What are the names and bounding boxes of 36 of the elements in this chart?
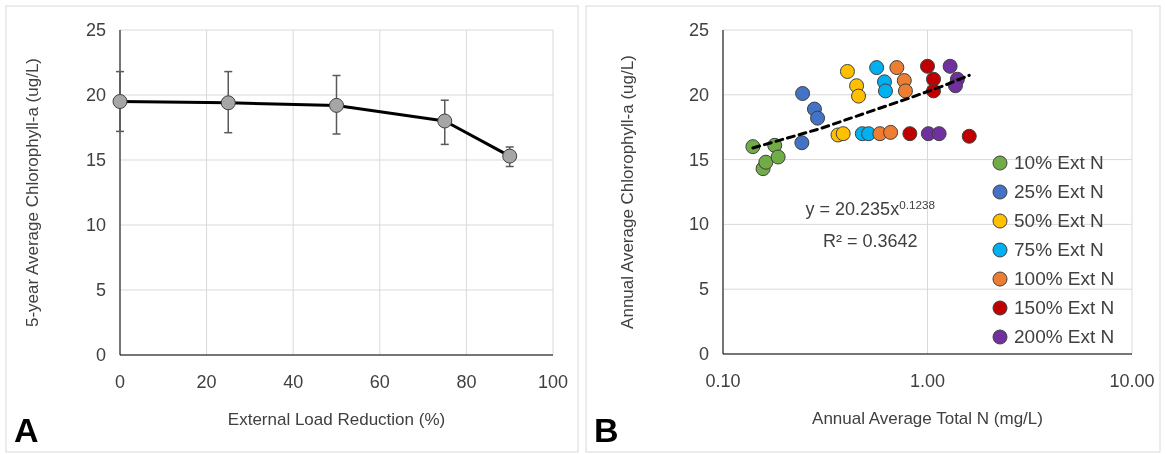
legend-label: 50% Ext N [1014,210,1104,231]
legend-label: 200% Ext N [1014,326,1115,347]
legend-label: 10% Ext N [1014,152,1104,173]
legend-label: 25% Ext N [1014,181,1104,202]
x-tick-label: 80 [456,372,477,392]
y-axis-title: 5-year Average Chlorophyll-a (ug/L) [23,58,42,327]
annotation: y = 20.235x$^{0.1238}$ [805,197,935,219]
legend-label: 75% Ext N [1014,239,1104,260]
y-tick-label: 15 [688,149,709,170]
legend-label: 100% Ext N [1014,268,1115,289]
x-tick-label: 10.00 [1109,371,1155,391]
y-tick-label: 20 [688,84,709,105]
y-tick-label: 5 [95,280,106,300]
legend-label: 150% Ext N [1014,297,1115,318]
x-tick-label: 1.00 [909,371,946,391]
y-tick-label: 25 [688,20,709,40]
x-tick-label: 0.10 [705,371,741,391]
text: A [14,411,39,449]
y-tick-label: 10 [688,214,709,235]
y-tick-label: 0 [95,345,106,365]
x-tick-label: 0 [114,372,126,392]
x-tick-label: 60 [369,372,390,392]
annotation: R² = 0.3642 [822,231,918,251]
x-axis-title: External Load Reduction (%) [227,410,446,429]
y-tick-label: 15 [85,150,106,170]
y-tick-label: 10 [85,215,106,235]
y-axis-title: Annual Average Chlorophyll-a (ug/L) [618,55,637,329]
y-tick-label: 20 [85,85,106,105]
x-tick-label: 20 [196,372,217,392]
text: B [594,411,619,449]
y-tick-label: 0 [698,344,709,364]
x-axis-title: Annual Average Total N (mg/L) [812,409,1043,428]
x-tick-label: 40 [283,372,304,392]
x-tick-label: 100 [537,372,569,392]
y-tick-label: 5 [698,279,709,300]
y-tick-label: 25 [85,20,106,40]
